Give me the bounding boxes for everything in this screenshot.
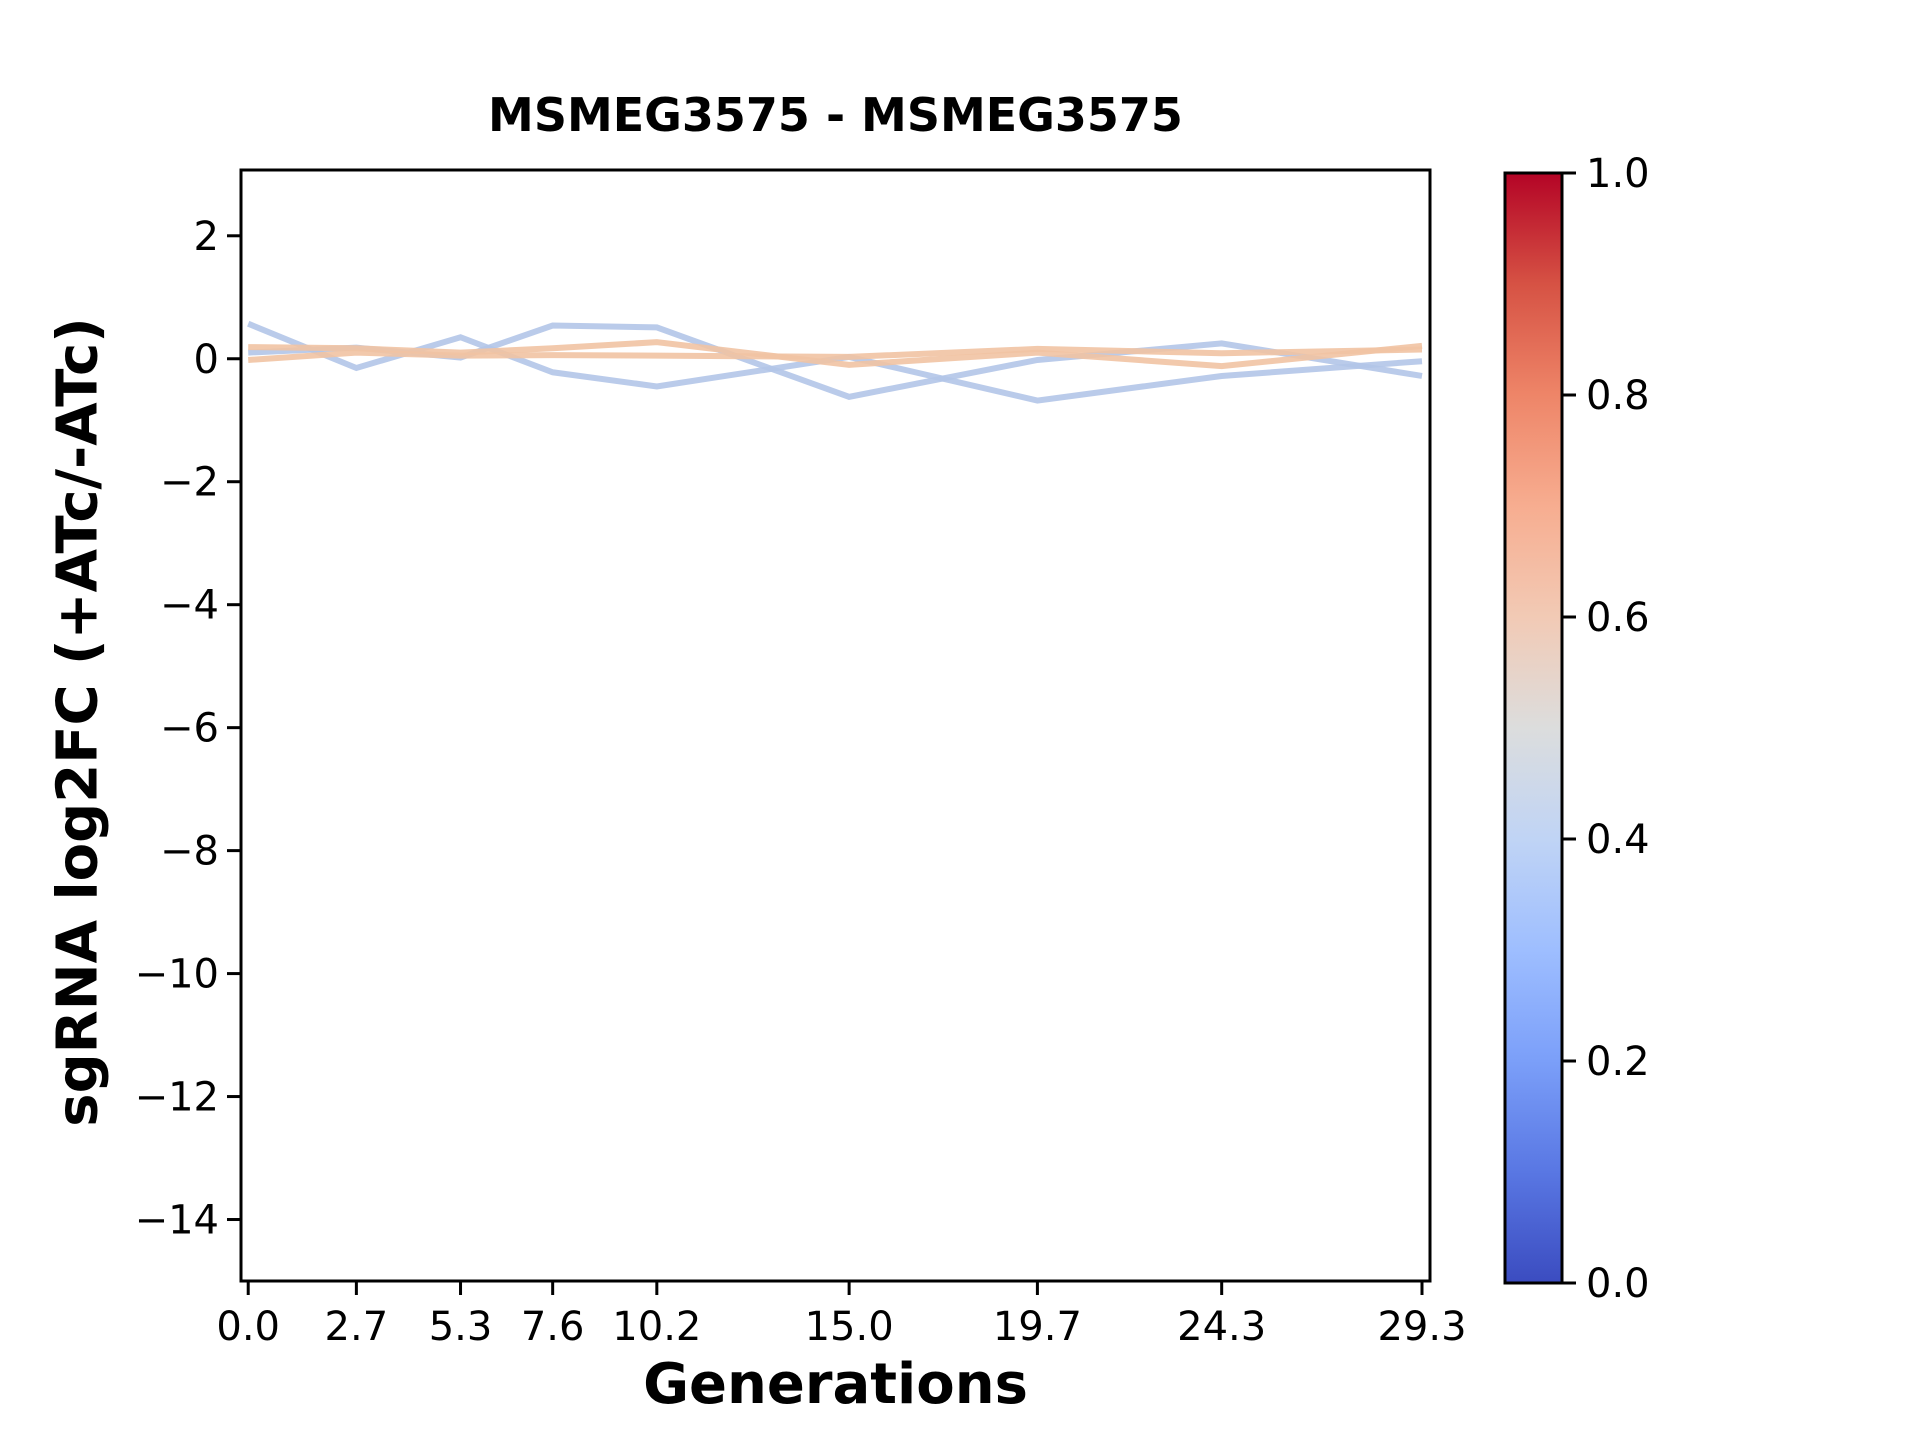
y-tick-label: 2 [194, 214, 219, 260]
x-tick-label: 5.3 [429, 1304, 493, 1350]
colorbar-tick-label: 0.6 [1586, 595, 1650, 641]
y-tick-label: −4 [160, 583, 219, 629]
axes-spines [239, 168, 1432, 1283]
x-tick-label: 24.3 [1177, 1304, 1266, 1350]
colorbar-tick-label: 0.4 [1586, 817, 1650, 863]
colorbar-tick-label: 0.0 [1586, 1261, 1650, 1307]
y-tick-label: −6 [160, 706, 219, 752]
colorbar-outline [1503, 171, 1564, 1285]
x-tick-label: 10.2 [612, 1304, 701, 1350]
colorbar-tick-label: 0.2 [1586, 1039, 1650, 1085]
plot-title: MSMEG3575 - MSMEG3575 [488, 88, 1183, 142]
series-line-4 [248, 345, 1423, 363]
y-tick-label: −10 [135, 952, 219, 998]
x-tick-label: 2.7 [325, 1304, 389, 1350]
series-line-3 [248, 339, 1423, 370]
y-axis-label: sgRNA log2FC (+ATc/-ATc) [45, 317, 111, 1127]
x-tick-label: 29.3 [1377, 1304, 1466, 1350]
y-tick-label: −12 [135, 1075, 219, 1121]
x-tick-label: 0.0 [216, 1304, 280, 1350]
colorbar-tick-label: 1.0 [1586, 151, 1650, 197]
x-axis-label: Generations [643, 1352, 1028, 1417]
x-tick-label: 19.7 [993, 1304, 1082, 1350]
x-tick-label: 15.0 [805, 1304, 894, 1350]
x-tick-label: 7.6 [521, 1304, 585, 1350]
y-tick-label: 0 [194, 337, 219, 383]
colorbar-gradient [1505, 173, 1562, 1283]
y-tick-label: −14 [135, 1198, 219, 1244]
colorbar-tick-label: 0.8 [1586, 373, 1650, 419]
y-tick-label: −2 [160, 460, 219, 506]
series-line-1 [247, 320, 1423, 404]
y-tick-label: −8 [160, 829, 219, 875]
